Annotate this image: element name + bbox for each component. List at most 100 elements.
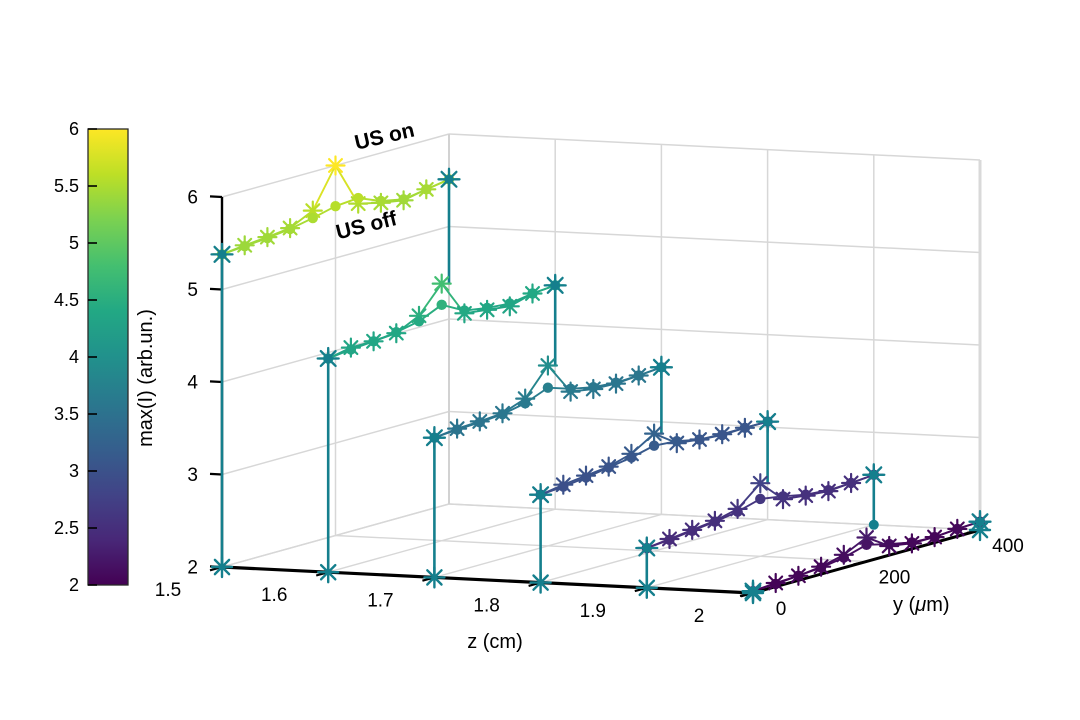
us-off-dot	[413, 316, 425, 327]
stem-markers	[316, 273, 567, 584]
us-off-dot	[709, 516, 721, 527]
stem-top-asterisk	[437, 167, 461, 191]
slice-z-2	[741, 510, 992, 605]
y-axis: 0 200 400 y (μm)	[739, 528, 1024, 620]
us-off-dot	[558, 481, 569, 492]
us-on-asterisk	[750, 473, 771, 494]
stem-top-dot	[323, 353, 333, 364]
us-on-asterisk	[325, 155, 346, 176]
us-off-dot	[648, 440, 660, 451]
line	[209, 287, 223, 291]
us-off-dot	[398, 194, 409, 205]
us-off-dot	[391, 327, 402, 338]
line	[448, 410, 981, 439]
us-off-dot	[755, 493, 766, 505]
us-off-dot	[770, 578, 781, 590]
stem-top-dot	[444, 174, 454, 184]
us-off-dot	[436, 299, 447, 311]
us-off-dot	[504, 298, 515, 309]
axes: 2 3 4 5 6 max(I) (arb.un.) 1.5 1.6 1.7 1.8 1.9 2 z (…	[135, 188, 1024, 654]
z-tick-label: 1.8	[473, 596, 499, 617]
z-tick-label: 1.5	[155, 580, 181, 601]
stem-base-asterisk	[968, 518, 992, 542]
stem-top-dot	[748, 586, 758, 596]
us-off-dot	[664, 534, 675, 546]
us-on-asterisk	[431, 273, 452, 294]
us-off-dot	[884, 538, 895, 550]
slice-z-1.9	[635, 463, 886, 599]
v-tick-label: 5	[187, 280, 198, 301]
stem-markers	[210, 167, 461, 579]
colorbar-tick-label: 6	[69, 119, 79, 139]
v-tick-label: 6	[187, 188, 198, 209]
line	[448, 225, 981, 254]
us-off-dot	[459, 305, 470, 316]
colorbar: 2 2.5 3 3.5 4 4.5 5 5.5 6	[54, 119, 129, 595]
stem-top-asterisk	[422, 426, 447, 450]
stem-base-asterisk	[529, 571, 552, 594]
us-off-dot	[929, 531, 940, 543]
us-off-dot	[353, 192, 364, 204]
us-on-asterisk	[537, 355, 558, 376]
slice-z-1.8	[528, 409, 780, 594]
us-off-dot	[330, 201, 341, 212]
y-axis-title: y (μm)	[893, 594, 950, 616]
us-off-dot	[542, 382, 554, 393]
data-slices	[210, 155, 992, 605]
us-off-dot	[239, 241, 250, 252]
us-off-dot	[626, 452, 637, 463]
line	[209, 472, 223, 476]
us-off-markers	[429, 362, 667, 443]
stem-top-dot	[550, 280, 560, 290]
us-off-dot	[815, 562, 827, 573]
line	[448, 133, 981, 161]
stem-top-asterisk	[741, 579, 765, 603]
stem-base-dot	[868, 519, 879, 530]
stem-top-dot	[429, 433, 439, 443]
us-off-dot	[777, 491, 789, 502]
us-off-dot	[800, 489, 811, 500]
us-off-dot	[687, 525, 698, 536]
stem-markers	[635, 463, 886, 599]
us-on-markers	[742, 511, 991, 602]
us-off-dot	[845, 477, 857, 489]
stem-markers	[422, 355, 674, 589]
colorbar-tick-label: 3	[69, 461, 79, 481]
stem-top-asterisk	[543, 273, 567, 298]
stem-top-asterisk	[528, 483, 553, 507]
us-off-dot	[307, 212, 318, 224]
z-tick-label: 1.6	[261, 585, 287, 606]
stem-base-asterisk	[317, 561, 340, 584]
us-off-dot	[906, 537, 918, 548]
stem-base-asterisk	[635, 576, 658, 599]
stem-top-dot	[763, 416, 773, 427]
us-off-dot	[610, 377, 622, 388]
stem-top-dot	[217, 249, 227, 259]
stem-top-asterisk	[210, 242, 234, 267]
us-off-dot	[345, 344, 357, 355]
us-off-dot	[717, 429, 728, 441]
us-off-dot	[284, 223, 296, 235]
z-tick-label: 1.7	[367, 590, 393, 611]
us-off-dot	[603, 462, 614, 473]
us-off-markers	[747, 516, 986, 597]
us-off-dot	[474, 417, 485, 428]
stems	[220, 179, 451, 567]
stem-markers	[741, 510, 992, 605]
z-axis-title: z (cm)	[467, 631, 523, 653]
us-off-dot	[952, 523, 963, 535]
stem-top-asterisk	[862, 463, 886, 487]
colorbar-tick-label: 3.5	[54, 404, 79, 424]
line	[853, 560, 867, 566]
stem-top-dot	[642, 543, 652, 553]
colorbar-tick-label: 2	[69, 575, 79, 595]
us-off-dot	[732, 506, 743, 517]
us-off-dot	[497, 409, 508, 420]
line	[221, 410, 450, 476]
colorbar-tick-label: 4	[69, 347, 79, 367]
line	[448, 318, 981, 346]
line	[209, 380, 223, 384]
v-axis-title: max(I) (arb.un.)	[135, 309, 157, 447]
line	[418, 282, 443, 317]
